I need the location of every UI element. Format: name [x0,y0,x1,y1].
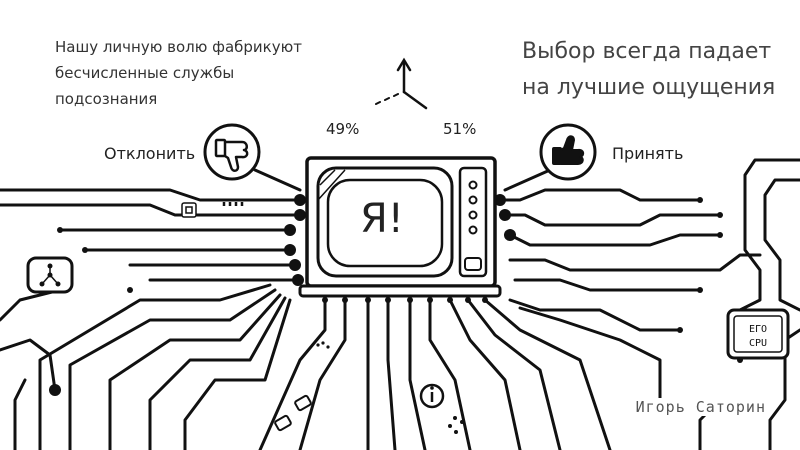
gauge-right-percent: 51% [443,120,477,138]
quote-right: Выбор всегда падает на лучшие ощущения [522,34,782,106]
quote-right-line2: на лучшие ощущения [522,75,776,100]
dashes-decoration [222,202,244,206]
gauge-dial [375,57,428,110]
circuit-traces [0,158,800,450]
accept-bubble[interactable] [539,123,597,181]
quote-left-line2: бесчисленные службы [55,64,235,82]
cpu-chip-line2: CPU [749,338,767,349]
author-signature: Игорь Саторин [631,398,770,416]
tv-screen-text: Я! [360,196,404,242]
pad-dots [316,341,464,434]
quote-left-line1: Нашу личную волю фабрикуют [55,38,302,56]
cpu-chip-line1: ЕГО [749,324,767,335]
tv-set [298,156,502,303]
quote-right-line1: Выбор всегда падает [522,39,772,64]
thumbs-up-icon [552,135,585,165]
accept-label[interactable]: Принять [612,144,684,163]
reject-bubble[interactable] [203,123,261,181]
info-icon [419,383,445,409]
component-resistors [274,394,312,432]
gauge-left-percent: 49% [326,120,360,138]
quote-left-line3: подсознания [55,90,158,108]
trace-end-dots [52,197,743,413]
chip-small-icon [181,202,197,218]
cpu-chip: ЕГО CPU [726,308,790,360]
share-icon [26,256,74,294]
quote-left: Нашу личную волю фабрикуют бесчисленные … [55,34,302,112]
thumbs-down-icon [214,138,249,172]
reject-label[interactable]: Отклонить [104,144,196,163]
